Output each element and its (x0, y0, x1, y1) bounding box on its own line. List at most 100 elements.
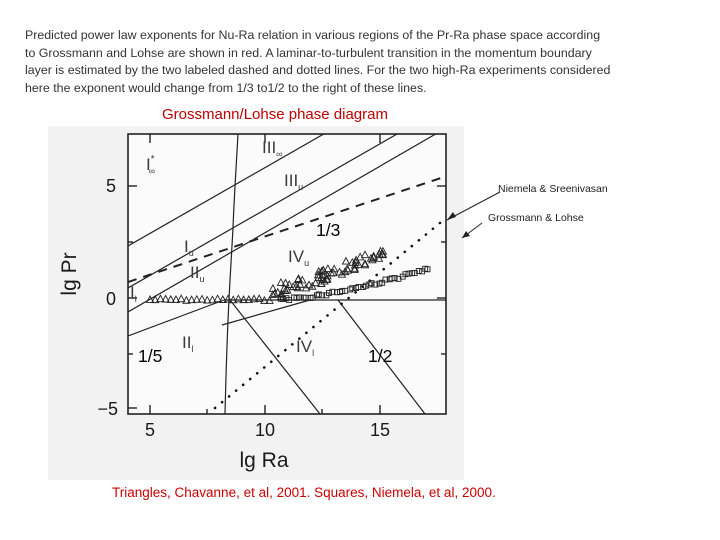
data-triangle (145, 295, 155, 303)
data-triangle (348, 257, 357, 266)
data-square (349, 285, 356, 292)
data-triangle (304, 280, 314, 289)
data-square (315, 291, 322, 298)
data-triangle (374, 253, 384, 262)
data-triangle (375, 249, 384, 258)
data-square (405, 270, 412, 277)
data-triangle (187, 295, 196, 304)
data-triangle (279, 283, 289, 292)
data-triangle (360, 259, 370, 268)
arrowhead-icon (462, 231, 470, 238)
data-triangle (323, 264, 333, 272)
data-square (402, 271, 409, 278)
exponent-one-fifth: 1/5 (138, 346, 162, 366)
data-triangle (283, 285, 292, 294)
data-triangle (326, 268, 336, 277)
x-tick-label: 15 (370, 420, 390, 440)
data-triangle (156, 294, 165, 303)
y-tick-label: 0 (106, 289, 116, 309)
grossmann-lohse-dashed-line (128, 175, 446, 283)
data-triangle (355, 252, 365, 261)
data-triangle (254, 294, 264, 303)
grossmann-lohse-label: Grossmann & Lohse (488, 212, 584, 224)
data-triangle (341, 256, 351, 265)
niemela-squares (277, 265, 431, 304)
caption-line-1: Predicted power law exponents for Nu-Ra … (25, 28, 601, 42)
data-square (280, 296, 287, 302)
region-I-l: Il (130, 283, 137, 304)
x-tick-label: 10 (255, 420, 275, 440)
data-triangle (293, 275, 303, 283)
regime-boundaries (128, 134, 446, 414)
data-triangle (378, 246, 388, 255)
data-square (411, 270, 418, 276)
data-square (339, 288, 346, 295)
data-triangle (350, 260, 360, 269)
data-triangle (166, 294, 176, 303)
data-square (391, 275, 398, 281)
niemela-sreenivasan-label: Niemela & Sreenivasan (498, 183, 608, 195)
data-triangle (223, 294, 233, 303)
data-triangle (340, 267, 350, 276)
data-triangle (268, 283, 278, 292)
region-IV-l: IVl (296, 337, 314, 358)
axis-ticks (128, 134, 446, 414)
exponent-one-third: 1/3 (316, 220, 340, 240)
region-II-l: IIl (182, 333, 193, 354)
data-triangle (314, 266, 323, 275)
plot-frame (127, 133, 447, 415)
y-axis-label: lg Pr (58, 252, 81, 295)
data-triangle (360, 250, 370, 259)
region-II-u: IIu (190, 263, 204, 284)
data-triangle (234, 294, 243, 303)
exponent-one-half: 1/2 (368, 346, 392, 366)
caption-line-3: layer is estimated by the two labeled da… (25, 63, 611, 77)
data-square (424, 266, 431, 273)
data-triangle (337, 269, 347, 278)
data-triangle (322, 274, 331, 283)
data-triangle (270, 289, 279, 297)
data-triangle (369, 251, 378, 260)
chavanne-triangles (145, 246, 388, 304)
data-square (368, 280, 375, 287)
data-triangle (150, 295, 160, 304)
data-triangle (244, 295, 254, 303)
data-triangle (311, 278, 320, 287)
data-triangle (249, 294, 259, 303)
caption-line-4: here the exponent would change from 1/3 … (25, 80, 427, 95)
data-triangle (265, 295, 274, 304)
data-source-note: Triangles, Chavanne, et al, 2001. Square… (112, 485, 496, 500)
data-triangle (329, 264, 339, 273)
data-triangle (273, 287, 283, 296)
data-triangle (291, 282, 301, 290)
data-triangle (171, 295, 181, 303)
data-triangle (295, 279, 305, 288)
data-triangle (319, 265, 328, 274)
caption-line-2: to Grossmann and Lohse are shown in red.… (25, 45, 592, 60)
y-tick-label: 5 (106, 176, 116, 196)
data-triangle (197, 294, 207, 303)
niemela-pointer (446, 191, 501, 221)
region-III-inf: III∞ (262, 138, 283, 159)
data-triangle (228, 295, 238, 304)
caption: Predicted power law exponents for Nu-Ra … (25, 27, 695, 97)
y-tick-label: −5 (97, 399, 118, 419)
data-square (372, 281, 379, 288)
data-triangle (317, 279, 326, 288)
data-triangle (323, 271, 332, 280)
data-square (329, 288, 336, 295)
data-triangle (343, 265, 353, 274)
data-triangle (281, 278, 290, 287)
region-III-u: IIIu (284, 171, 303, 192)
region-I-star-inf: I* ∞ (146, 154, 155, 176)
data-triangle (192, 294, 202, 303)
data-square (362, 282, 369, 289)
data-square (415, 268, 422, 274)
region-I-u: Iu (184, 237, 194, 258)
data-triangle (276, 278, 286, 286)
data-triangle (176, 294, 186, 303)
data-triangle (360, 260, 370, 269)
data-square (296, 294, 303, 301)
data-square (379, 279, 386, 286)
